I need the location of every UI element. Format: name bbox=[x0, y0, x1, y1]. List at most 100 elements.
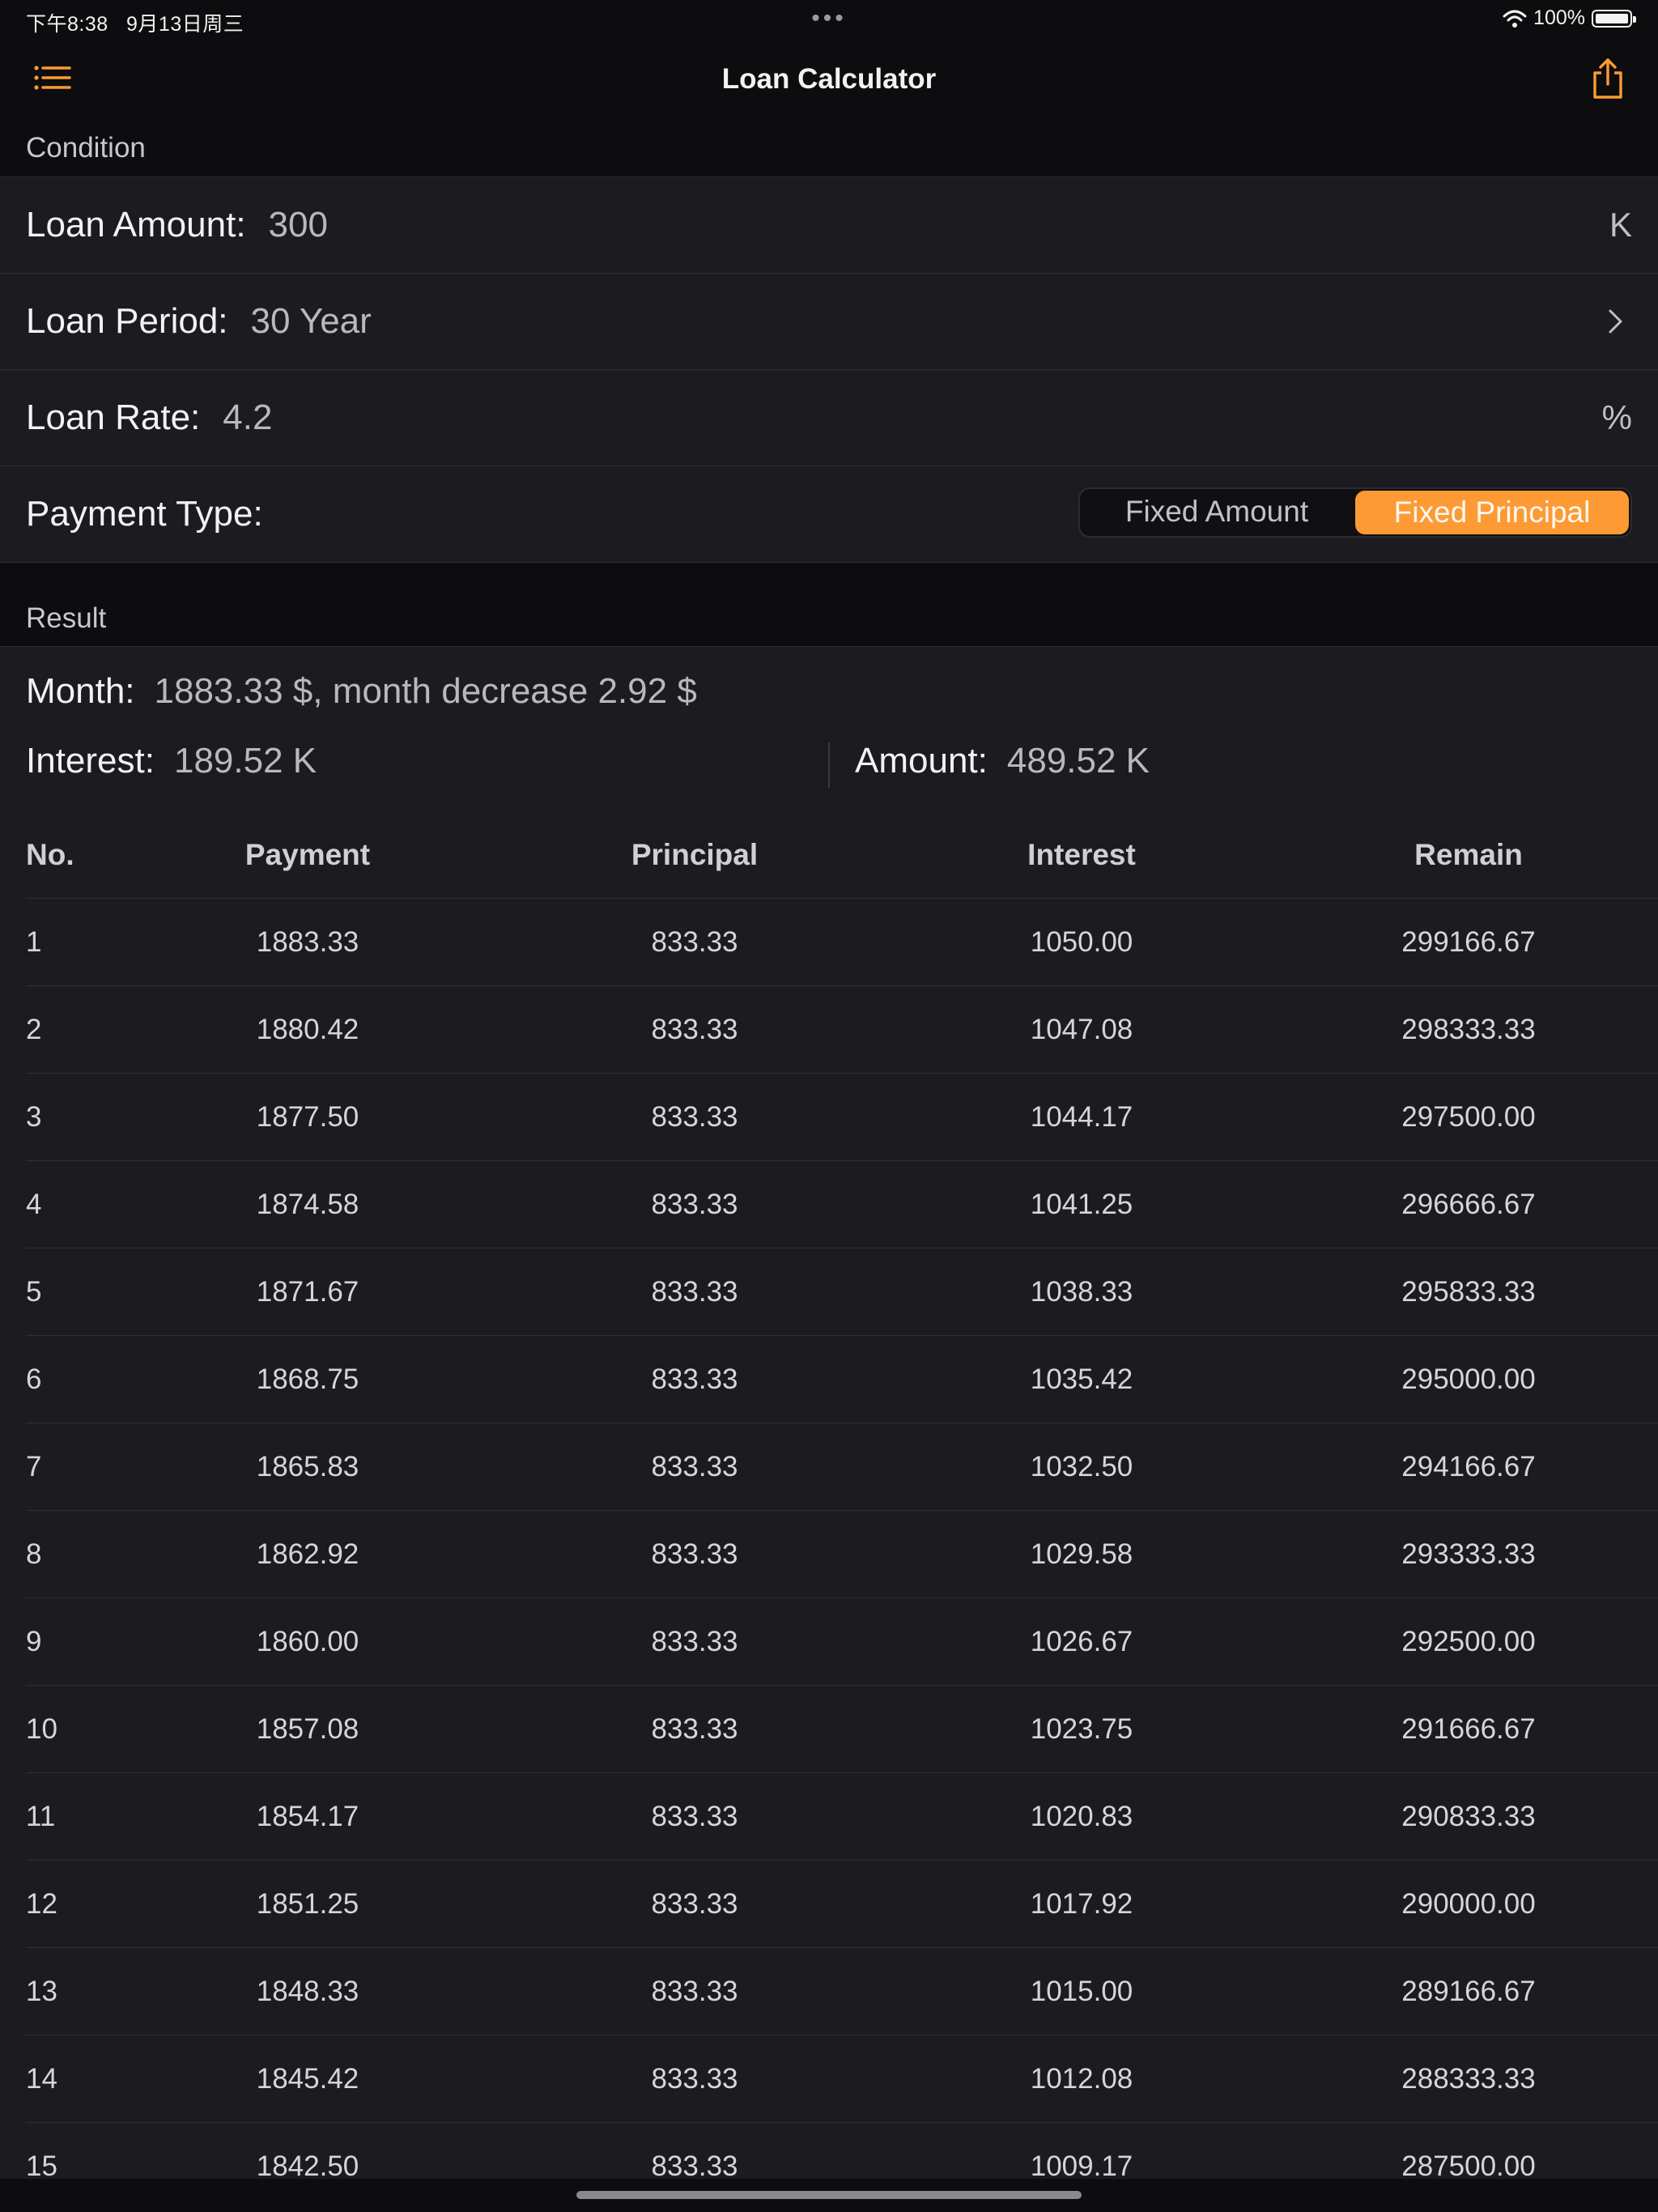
cell-principal: 833.33 bbox=[651, 1888, 738, 1920]
cell-interest: 1050.00 bbox=[1030, 926, 1133, 958]
cell-payment: 1874.58 bbox=[256, 1189, 359, 1220]
share-icon[interactable] bbox=[1590, 57, 1626, 100]
interest-value: 189.52 K bbox=[173, 741, 317, 781]
result-panel: Month: 1883.33 $, month decrease 2.92 $ I… bbox=[0, 646, 1658, 2179]
interest-label: Interest: bbox=[26, 741, 155, 781]
loan-rate-row[interactable]: Loan Rate: 4.2 % bbox=[0, 370, 1658, 466]
payment-type-row: Payment Type: Fixed Amount Fixed Princip… bbox=[0, 466, 1658, 563]
loan-rate-input[interactable]: 4.2 bbox=[223, 398, 273, 437]
cell-no: 5 bbox=[26, 1276, 42, 1308]
multitasking-dots[interactable]: ••• bbox=[811, 5, 847, 32]
cell-payment: 1880.42 bbox=[256, 1014, 359, 1045]
home-indicator[interactable] bbox=[576, 2191, 1082, 2199]
battery-icon bbox=[1592, 9, 1636, 28]
chevron-right-icon[interactable] bbox=[1600, 306, 1630, 337]
table-header-row: No. Payment Principal Interest Remain bbox=[26, 810, 1658, 899]
cell-principal: 833.33 bbox=[651, 2063, 738, 2095]
cell-no: 15 bbox=[26, 2150, 57, 2179]
loan-rate-field: Loan Rate: 4.2 bbox=[26, 370, 272, 466]
cell-interest: 1026.67 bbox=[1030, 1626, 1133, 1657]
cell-principal: 833.33 bbox=[651, 1363, 738, 1395]
navigation-bar: Loan Calculator bbox=[0, 39, 1658, 120]
segment-fixed-amount[interactable]: Fixed Amount bbox=[1124, 495, 1309, 528]
table-row: 9 1860.00 833.33 1026.67 292500.00 bbox=[26, 1598, 1658, 1686]
cell-no: 7 bbox=[26, 1451, 42, 1482]
table-row: 5 1871.67 833.33 1038.33 295833.33 bbox=[26, 1249, 1658, 1336]
wifi-icon bbox=[1503, 10, 1527, 28]
payment-type-segmented-control[interactable]: Fixed Amount Fixed Principal bbox=[1078, 487, 1632, 538]
cell-no: 8 bbox=[26, 1538, 42, 1570]
table-row: 11 1854.17 833.33 1020.83 290833.33 bbox=[26, 1773, 1658, 1861]
month-label: Month: bbox=[26, 671, 135, 711]
cell-payment: 1851.25 bbox=[256, 1888, 359, 1920]
cell-payment: 1877.50 bbox=[256, 1101, 359, 1133]
cell-no: 10 bbox=[26, 1713, 57, 1745]
cell-principal: 833.33 bbox=[651, 1101, 738, 1133]
amount-label: Amount: bbox=[855, 741, 988, 781]
battery-percent: 100% bbox=[1533, 6, 1585, 29]
cell-principal: 833.33 bbox=[651, 1276, 738, 1308]
cell-remain: 290833.33 bbox=[1401, 1801, 1536, 1832]
loan-period-value[interactable]: 30 Year bbox=[250, 301, 372, 341]
cell-principal: 833.33 bbox=[651, 1014, 738, 1045]
cell-interest: 1047.08 bbox=[1030, 1014, 1133, 1045]
cell-no: 2 bbox=[26, 1014, 42, 1045]
loan-amount-row[interactable]: Loan Amount: 300 K bbox=[0, 177, 1658, 274]
cell-payment: 1865.83 bbox=[256, 1451, 359, 1482]
cell-payment: 1883.33 bbox=[256, 926, 359, 958]
total-interest-summary: Interest: 189.52 K bbox=[26, 741, 317, 781]
cell-interest: 1038.33 bbox=[1030, 1276, 1133, 1308]
cell-remain: 294166.67 bbox=[1401, 1451, 1536, 1482]
table-row: 1 1883.33 833.33 1050.00 299166.67 bbox=[26, 899, 1658, 986]
cell-interest: 1032.50 bbox=[1030, 1451, 1133, 1482]
cell-remain: 287500.00 bbox=[1401, 2150, 1536, 2179]
column-header-principal: Principal bbox=[631, 838, 759, 871]
loan-amount-label: Loan Amount: bbox=[26, 205, 246, 245]
cell-payment: 1857.08 bbox=[256, 1713, 359, 1745]
cell-remain: 296666.67 bbox=[1401, 1189, 1536, 1220]
segment-fixed-principal[interactable]: Fixed Principal bbox=[1355, 491, 1629, 534]
cell-interest: 1044.17 bbox=[1030, 1101, 1133, 1133]
cell-payment: 1868.75 bbox=[256, 1363, 359, 1395]
column-header-interest: Interest bbox=[1027, 838, 1136, 871]
amortization-table[interactable]: No. Payment Principal Interest Remain 1 1… bbox=[0, 810, 1658, 2179]
column-header-payment: Payment bbox=[244, 838, 371, 871]
cell-no: 3 bbox=[26, 1101, 42, 1133]
amount-value: 489.52 K bbox=[1006, 741, 1150, 781]
table-row: 7 1865.83 833.33 1032.50 294166.67 bbox=[26, 1423, 1658, 1511]
table-row: 10 1857.08 833.33 1023.75 291666.67 bbox=[26, 1686, 1658, 1773]
cell-interest: 1020.83 bbox=[1030, 1801, 1133, 1832]
loan-period-field: Loan Period: 30 Year bbox=[26, 274, 372, 369]
status-right: 100% bbox=[1503, 6, 1636, 30]
payment-type-label: Payment Type: bbox=[26, 494, 263, 534]
cell-no: 6 bbox=[26, 1363, 42, 1395]
cell-no: 13 bbox=[26, 1976, 57, 2007]
loan-period-label: Loan Period: bbox=[26, 301, 228, 341]
cell-no: 4 bbox=[26, 1189, 42, 1220]
table-row: 13 1848.33 833.33 1015.00 289166.67 bbox=[26, 1948, 1658, 2035]
cell-payment: 1854.17 bbox=[256, 1801, 359, 1832]
table-row: 4 1874.58 833.33 1041.25 296666.67 bbox=[26, 1161, 1658, 1249]
table-body: 1 1883.33 833.33 1050.00 299166.67 2 1880.42 83… bbox=[0, 899, 1658, 2179]
cell-interest: 1017.92 bbox=[1030, 1888, 1133, 1920]
cell-principal: 833.33 bbox=[651, 1189, 738, 1220]
cell-remain: 295833.33 bbox=[1401, 1276, 1536, 1308]
cell-principal: 833.33 bbox=[651, 1801, 738, 1832]
list-icon[interactable] bbox=[32, 60, 73, 100]
cell-payment: 1848.33 bbox=[256, 1976, 359, 2007]
result-section-header: Result bbox=[26, 602, 107, 634]
table-row: 2 1880.42 833.33 1047.08 298333.33 bbox=[26, 986, 1658, 1074]
cell-payment: 1842.50 bbox=[256, 2150, 359, 2179]
cell-remain: 295000.00 bbox=[1401, 1363, 1536, 1395]
condition-form: Loan Amount: 300 K Loan Period: 30 Year Lo… bbox=[0, 177, 1658, 563]
loan-rate-unit: % bbox=[1601, 398, 1632, 436]
cell-remain: 291666.67 bbox=[1401, 1713, 1536, 1745]
status-time-date: 下午8:38 9月13日周三 bbox=[26, 8, 244, 37]
cell-principal: 833.33 bbox=[651, 1538, 738, 1570]
cell-payment: 1845.42 bbox=[256, 2063, 359, 2095]
loan-period-row[interactable]: Loan Period: 30 Year bbox=[0, 274, 1658, 370]
table-row: 14 1845.42 833.33 1012.08 288333.33 bbox=[26, 2035, 1658, 2123]
loan-amount-input[interactable]: 300 bbox=[268, 205, 328, 245]
cell-no: 1 bbox=[26, 926, 42, 958]
table-row: 15 1842.50 833.33 1009.17 287500.00 bbox=[26, 2123, 1658, 2179]
